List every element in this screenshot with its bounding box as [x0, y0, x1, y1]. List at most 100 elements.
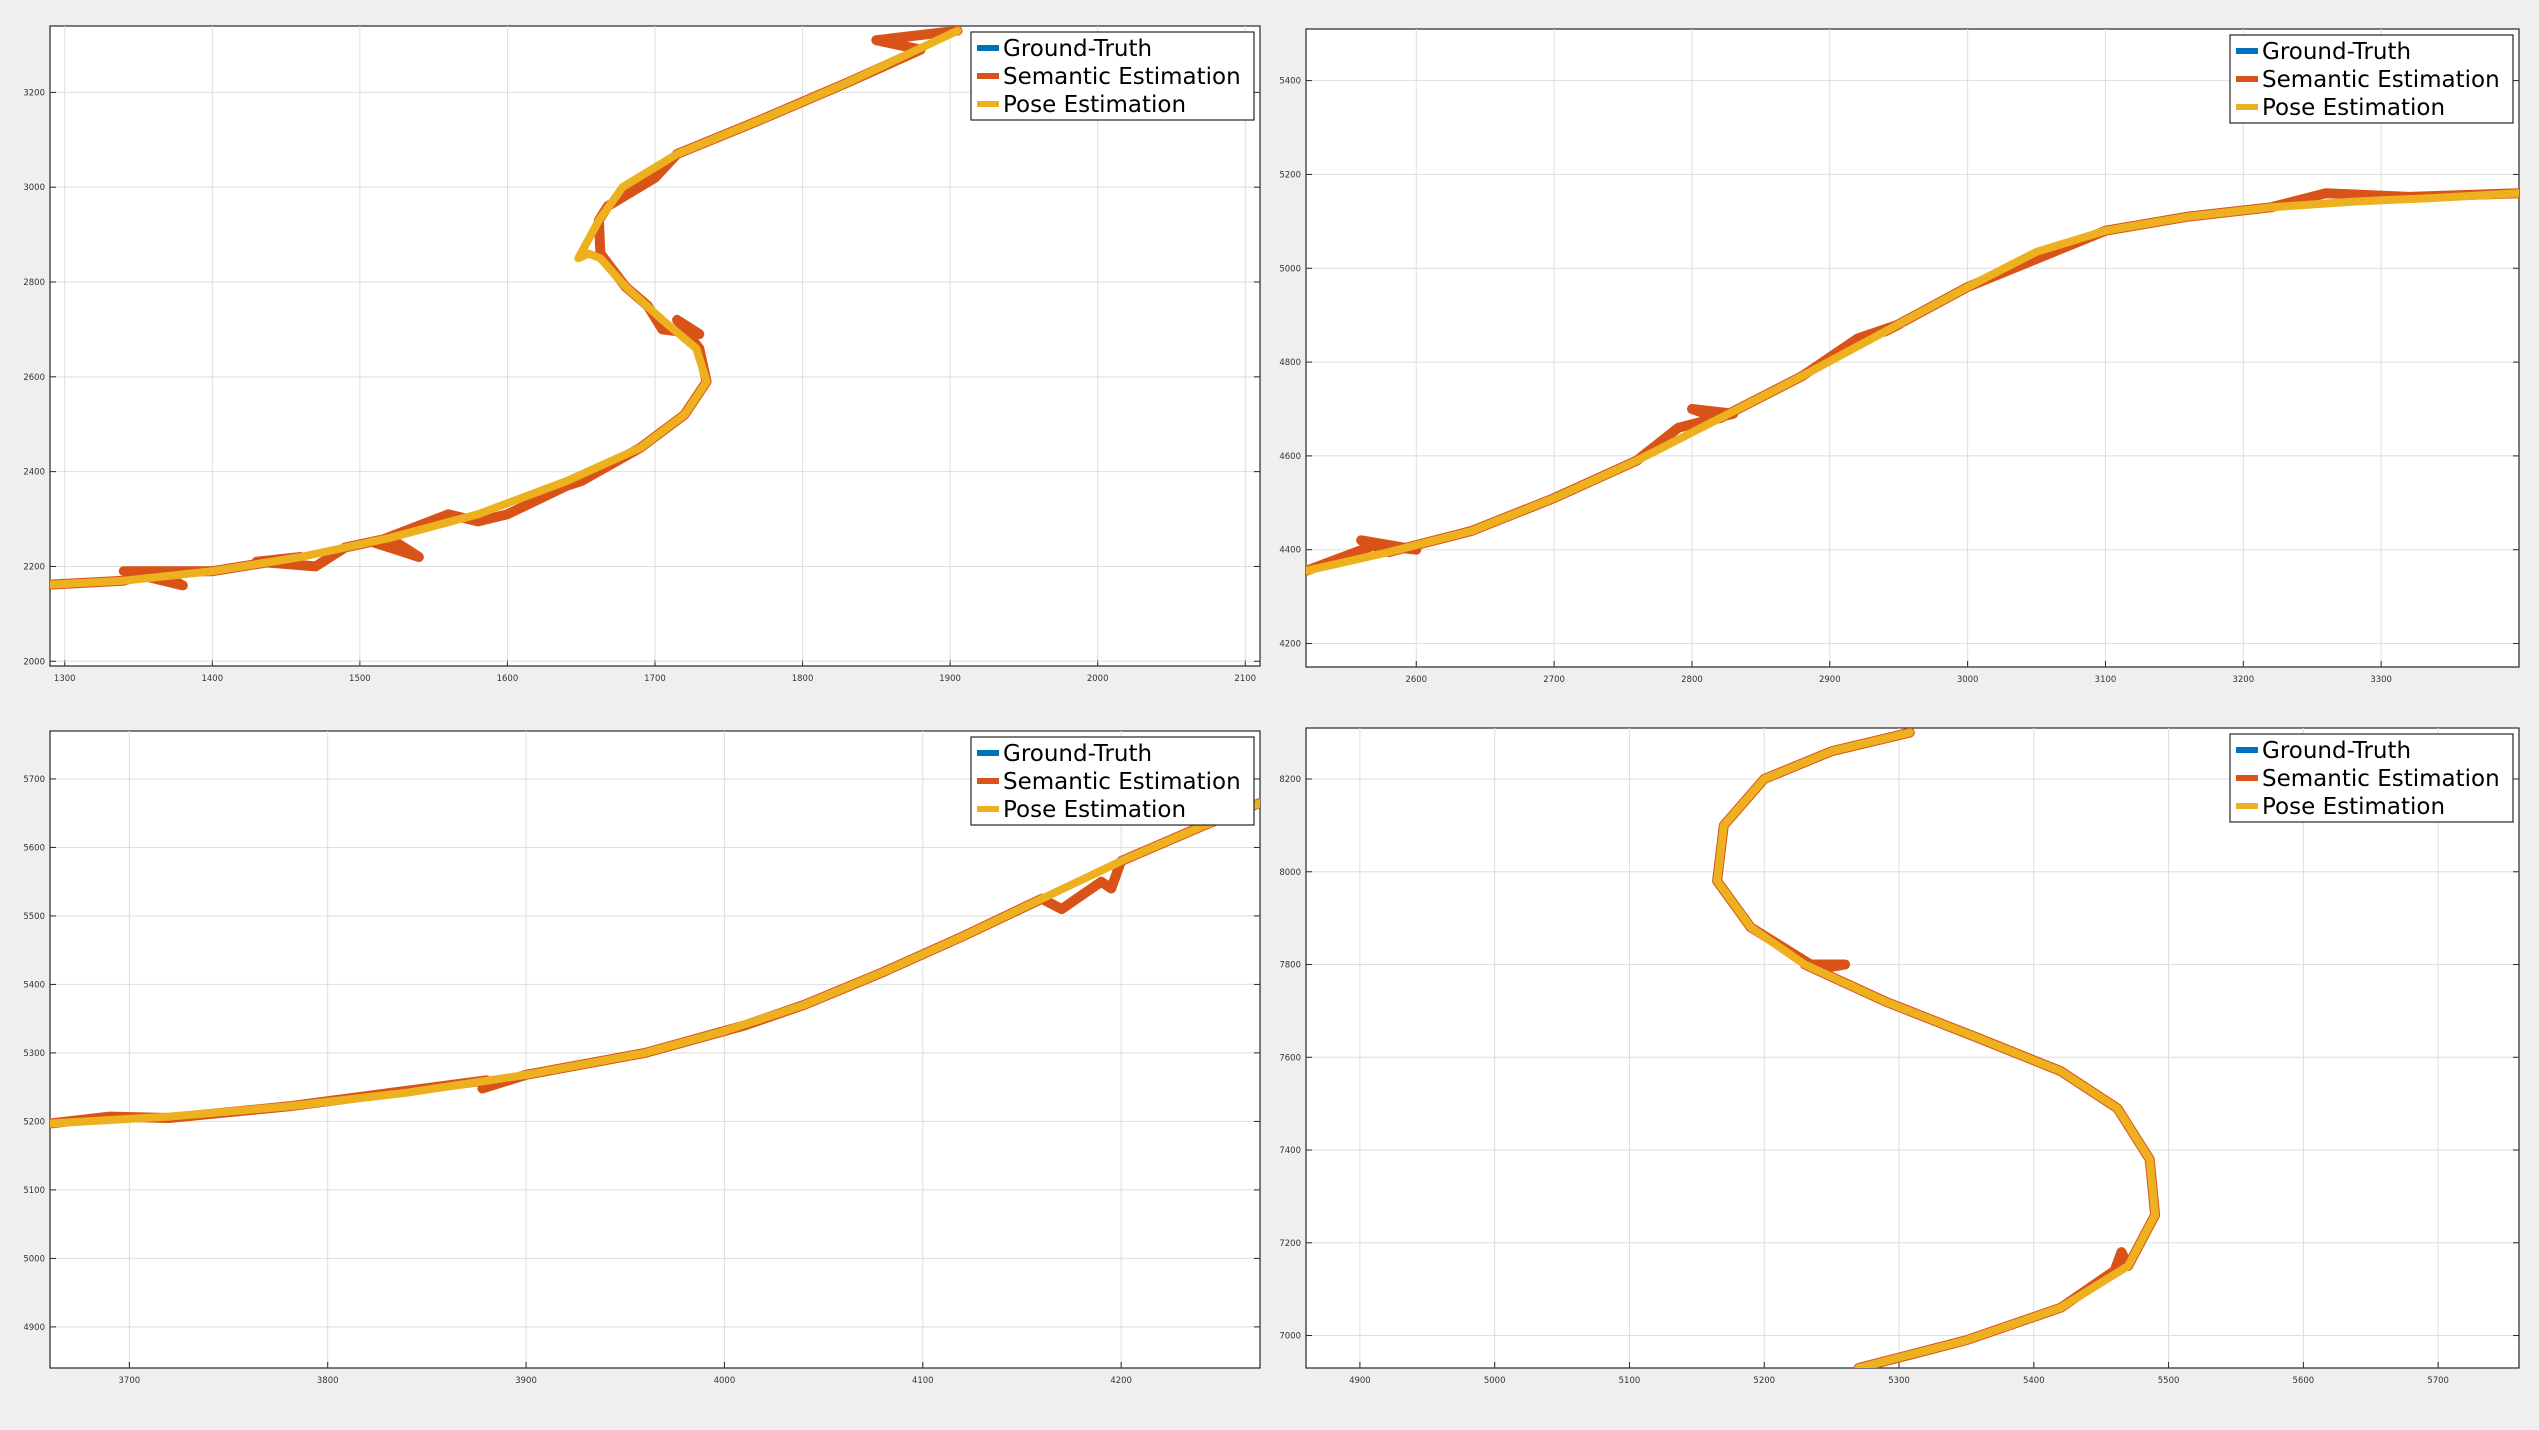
x-tick-label: 4100 — [912, 1376, 934, 1386]
series-group — [1712, 728, 2161, 1368]
series-line-pose-estimation — [1306, 189, 2519, 575]
chart-top-left: 1300 1400 1500 1600 1700 1800 1900 2000 2100 2000… — [23, 25, 1261, 684]
series-line-pose-estimation — [1713, 728, 2160, 1368]
x-tick-label: 1500 — [349, 674, 371, 684]
y-tick-label: 7800 — [1279, 961, 1301, 971]
legend-label: Semantic Estimation — [1003, 769, 1241, 795]
x-tick-label: 2800 — [1681, 675, 1703, 685]
x-tick-label: 3300 — [2370, 675, 2392, 685]
y-tick-label: 7400 — [1279, 1146, 1301, 1156]
legend-label: Pose Estimation — [2262, 794, 2445, 820]
y-tick-label: 3000 — [23, 183, 45, 193]
x-tick-label: 3000 — [1957, 675, 1979, 685]
chart-bottom-right: 4900 5000 5100 5200 5300 5400 5500 5600 5700 7000… — [1279, 727, 2520, 1386]
x-tick-label: 1400 — [201, 674, 223, 684]
series-line-pose-estimation — [50, 798, 1260, 1128]
chart-bottom-left: 3700 3800 3900 4000 4100 4200 4900 5000 5100 5200… — [23, 730, 1261, 1386]
x-tick-label: 3200 — [2232, 675, 2254, 685]
legend-box — [970, 31, 1255, 121]
legend-box — [970, 736, 1255, 826]
y-tick-label: 5200 — [23, 1117, 45, 1127]
chart-top-right: 2600 2700 2800 2900 3000 3100 3200 3300 4200 4400… — [1279, 28, 2520, 685]
x-tick-label: 3800 — [317, 1376, 339, 1386]
series-group — [50, 797, 1260, 1129]
chart-panel-bottom-left: 3700 3800 3900 4000 4100 4200 4900 5000 5100 5200… — [23, 730, 1261, 1390]
x-tick-label: 2100 — [1234, 674, 1256, 684]
y-tick-label: 2000 — [23, 657, 45, 667]
x-tick-label: 3900 — [515, 1376, 537, 1386]
y-tick-label: 5000 — [1279, 264, 1301, 274]
x-tick-label: 4200 — [1110, 1376, 1132, 1386]
x-tick-label: 5300 — [1888, 1376, 1910, 1386]
x-tick-label: 1900 — [939, 674, 961, 684]
legend-label: Pose Estimation — [1003, 92, 1186, 118]
x-tick-label: 3700 — [119, 1376, 141, 1386]
x-tick-label: 1600 — [497, 674, 519, 684]
legend-label: Semantic Estimation — [1003, 64, 1241, 90]
y-tick-label: 8000 — [1279, 868, 1301, 878]
x-tick-label: 5500 — [2158, 1376, 2180, 1386]
x-tick-label: 5700 — [2427, 1376, 2449, 1386]
legend-label: Pose Estimation — [2262, 95, 2445, 121]
plot-area — [1305, 727, 2520, 1369]
y-tick-label: 4600 — [1279, 452, 1301, 462]
x-tick-label: 5400 — [2023, 1376, 2045, 1386]
y-tick-label: 7200 — [1279, 1239, 1301, 1249]
y-tick-label: 5400 — [1279, 77, 1301, 87]
series-group — [50, 26, 963, 591]
legend-label: Ground-Truth — [2262, 39, 2411, 65]
y-tick-label: 4800 — [1279, 358, 1301, 368]
y-tick-label: 2200 — [23, 562, 45, 572]
legend-label: Semantic Estimation — [2262, 766, 2500, 792]
legend-label: Semantic Estimation — [2262, 67, 2500, 93]
y-tick-label: 5100 — [23, 1186, 45, 1196]
series-group — [1306, 188, 2519, 576]
x-tick-label: 2000 — [1087, 674, 1109, 684]
legend-label: Ground-Truth — [2262, 738, 2411, 764]
y-tick-label: 8200 — [1279, 775, 1301, 785]
x-tick-label: 4900 — [1349, 1376, 1371, 1386]
y-tick-label: 5500 — [23, 912, 45, 922]
x-tick-label: 2900 — [1819, 675, 1841, 685]
y-tick-label: 5400 — [23, 980, 45, 990]
legend-box — [2229, 733, 2514, 823]
y-tick-label: 5300 — [23, 1049, 45, 1059]
x-tick-label: 5600 — [2293, 1376, 2315, 1386]
series-line-pose-estimation — [50, 26, 962, 589]
y-tick-label: 5700 — [23, 775, 45, 785]
x-tick-label: 5100 — [1619, 1376, 1641, 1386]
x-tick-label: 2600 — [1405, 675, 1427, 685]
y-tick-label: 4900 — [23, 1323, 45, 1333]
legend-label: Pose Estimation — [1003, 797, 1186, 823]
y-tick-label: 2600 — [23, 373, 45, 383]
x-tick-label: 4000 — [714, 1376, 736, 1386]
y-tick-label: 3200 — [23, 88, 45, 98]
y-tick-label: 4200 — [1279, 640, 1301, 650]
chart-panel-bottom-right: 4900 5000 5100 5200 5300 5400 5500 5600 5700 7000… — [1279, 727, 2520, 1390]
x-tick-label: 2700 — [1543, 675, 1565, 685]
x-tick-label: 3100 — [2095, 675, 2117, 685]
x-tick-label: 5000 — [1484, 1376, 1506, 1386]
legend-box — [2229, 34, 2514, 124]
y-tick-label: 5000 — [23, 1254, 45, 1264]
y-tick-label: 7600 — [1279, 1053, 1301, 1063]
plot-area — [1305, 28, 2520, 668]
chart-panel-top-right: 2600 2700 2800 2900 3000 3100 3200 3300 4200 4400… — [1279, 28, 2520, 689]
y-tick-label: 4400 — [1279, 546, 1301, 556]
chart-panel-top-left: 1300 1400 1500 1600 1700 1800 1900 2000 2100 2000… — [23, 25, 1261, 688]
y-tick-label: 7000 — [1279, 1332, 1301, 1342]
x-tick-label: 5200 — [1753, 1376, 1775, 1386]
legend-label: Ground-Truth — [1003, 36, 1152, 62]
y-tick-label: 2800 — [23, 278, 45, 288]
x-tick-label: 1700 — [644, 674, 666, 684]
legend-label: Ground-Truth — [1003, 741, 1152, 767]
x-tick-label: 1300 — [54, 674, 76, 684]
y-tick-label: 5200 — [1279, 170, 1301, 180]
x-tick-label: 1800 — [792, 674, 814, 684]
y-tick-label: 5600 — [23, 843, 45, 853]
y-tick-label: 2400 — [23, 468, 45, 478]
